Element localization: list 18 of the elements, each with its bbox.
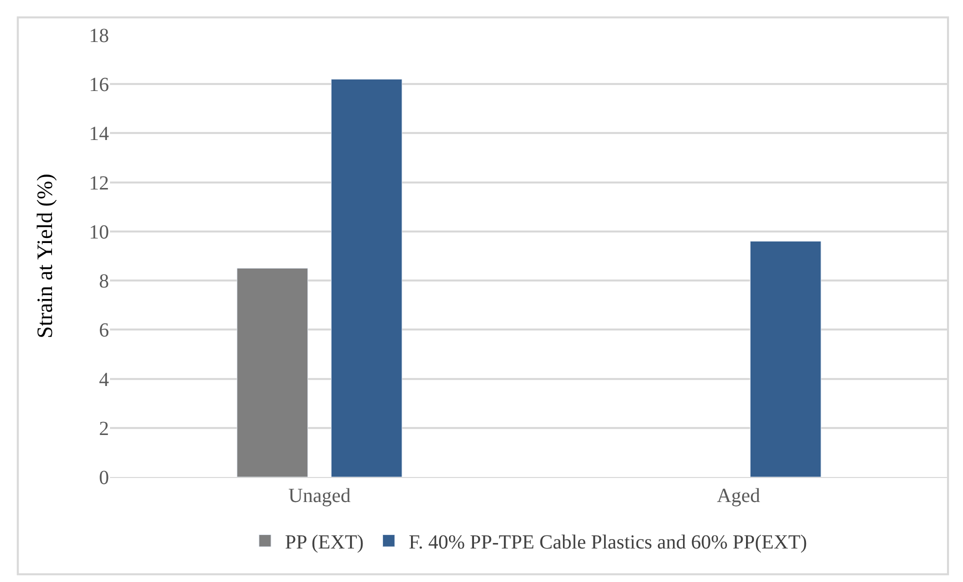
y-tick-label: 10: [89, 221, 109, 244]
bar: [236, 268, 308, 477]
y-tick-label: 8: [99, 270, 109, 293]
bar: [331, 78, 402, 477]
y-tick-label: 12: [89, 172, 109, 194]
bar: [750, 241, 822, 477]
y-tick-label: 2: [99, 418, 109, 440]
legend-label: F. 40% PP-TPE Cable Plastics and 60% PP(EXT): [408, 532, 808, 554]
y-axis-title: Strain at Yield (%): [32, 174, 57, 338]
y-tick-label: 0: [99, 467, 109, 489]
x-tick-label: Unaged: [288, 485, 351, 507]
x-tick-label: Aged: [716, 485, 760, 507]
y-tick-label: 14: [89, 123, 109, 146]
y-tick-label: 18: [89, 25, 109, 47]
legend-label: PP (EXT): [285, 532, 364, 554]
y-tick-label: 4: [99, 368, 109, 391]
y-tick-label: 6: [99, 320, 109, 342]
y-tick-label: 16: [89, 74, 109, 96]
